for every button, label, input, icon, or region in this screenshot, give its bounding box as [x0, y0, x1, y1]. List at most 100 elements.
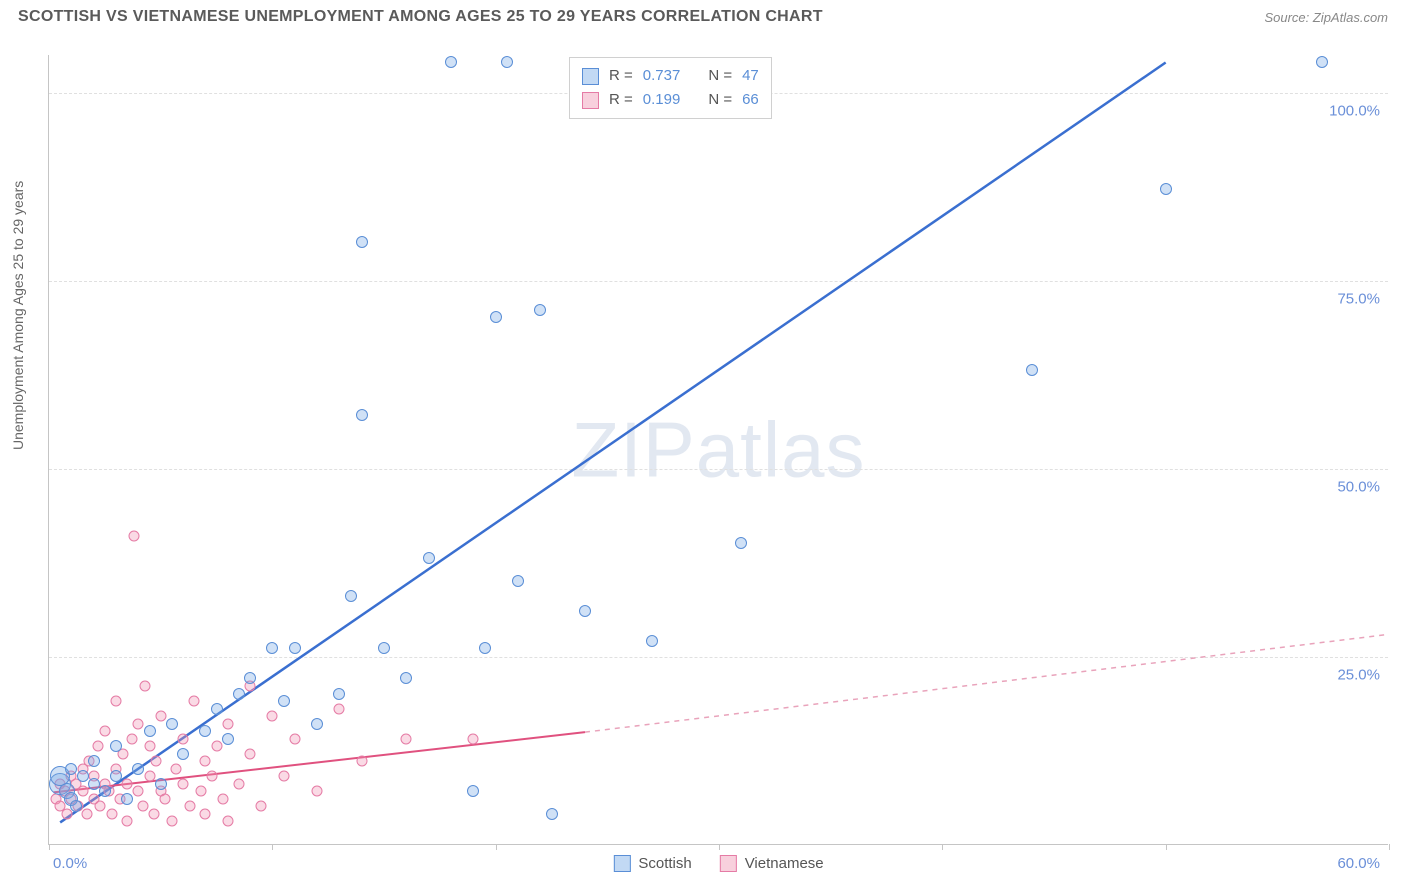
data-point: [400, 672, 412, 684]
data-point: [401, 733, 412, 744]
data-point: [356, 236, 368, 248]
data-point: [333, 688, 345, 700]
legend-label-scottish: Scottish: [638, 855, 691, 872]
data-point: [106, 808, 117, 819]
stat-r-vietnamese: 0.199: [643, 88, 681, 112]
stat-r-scottish: 0.737: [643, 64, 681, 88]
data-point: [256, 801, 267, 812]
data-point: [200, 756, 211, 767]
data-point: [222, 718, 233, 729]
data-point: [110, 740, 122, 752]
y-axis-label: Unemployment Among Ages 25 to 29 years: [10, 181, 26, 450]
data-point: [88, 755, 100, 767]
data-point: [546, 808, 558, 820]
stat-row-vietnamese: R = 0.199 N = 66: [582, 88, 759, 112]
data-point: [177, 748, 189, 760]
stat-r-label: R =: [609, 88, 633, 112]
stat-box: R = 0.737 N = 47 R = 0.199 N = 66: [569, 57, 772, 119]
chart-header: SCOTTISH VS VIETNAMESE UNEMPLOYMENT AMON…: [0, 0, 1406, 30]
data-point: [195, 786, 206, 797]
data-point: [155, 711, 166, 722]
data-point: [189, 696, 200, 707]
data-point: [144, 771, 155, 782]
data-point: [534, 304, 546, 316]
data-point: [211, 741, 222, 752]
data-point: [1316, 56, 1328, 68]
data-point: [111, 696, 122, 707]
data-point: [467, 785, 479, 797]
data-point: [144, 741, 155, 752]
data-point: [178, 778, 189, 789]
data-point: [93, 741, 104, 752]
data-point: [110, 770, 122, 782]
data-point: [88, 778, 100, 790]
data-point: [646, 635, 658, 647]
data-point: [345, 590, 357, 602]
data-point: [278, 771, 289, 782]
x-tick-max: 60.0%: [1337, 855, 1380, 872]
x-tick-mark: [1389, 844, 1390, 850]
legend: Scottish Vietnamese: [613, 855, 823, 872]
data-point: [479, 642, 491, 654]
trend-lines: [49, 55, 1389, 845]
data-point: [222, 816, 233, 827]
data-point: [1160, 183, 1172, 195]
data-point: [211, 703, 223, 715]
data-point: [207, 771, 218, 782]
stat-row-scottish: R = 0.737 N = 47: [582, 64, 759, 88]
data-point: [126, 733, 137, 744]
data-point: [445, 56, 457, 68]
data-point: [99, 726, 110, 737]
data-point: [311, 718, 323, 730]
data-point: [77, 786, 88, 797]
data-point: [233, 688, 245, 700]
swatch-blue-icon: [613, 855, 630, 872]
data-point: [144, 725, 156, 737]
data-point: [121, 793, 133, 805]
data-point: [468, 733, 479, 744]
data-point: [233, 778, 244, 789]
data-point: [423, 552, 435, 564]
data-point: [77, 770, 89, 782]
data-point: [137, 801, 148, 812]
data-point: [245, 748, 256, 759]
data-point: [151, 756, 162, 767]
data-point: [356, 409, 368, 421]
data-point: [140, 681, 151, 692]
data-point: [200, 808, 211, 819]
stat-r-label: R =: [609, 64, 633, 88]
data-point: [199, 725, 211, 737]
data-point: [148, 808, 159, 819]
data-point: [122, 778, 133, 789]
swatch-blue-icon: [582, 68, 599, 85]
data-point: [133, 786, 144, 797]
data-point: [160, 793, 171, 804]
stat-n-label: N =: [708, 64, 732, 88]
legend-item-vietnamese: Vietnamese: [720, 855, 824, 872]
legend-item-scottish: Scottish: [613, 855, 691, 872]
chart-plot-area: ZIPatlas 25.0%50.0%75.0%100.0% 0.0% 60.0…: [48, 55, 1388, 845]
data-point: [312, 786, 323, 797]
data-point: [133, 718, 144, 729]
data-point: [184, 801, 195, 812]
data-point: [512, 575, 524, 587]
data-point: [266, 642, 278, 654]
stat-n-vietnamese: 66: [742, 88, 759, 112]
data-point: [171, 763, 182, 774]
data-point: [579, 605, 591, 617]
chart-title: SCOTTISH VS VIETNAMESE UNEMPLOYMENT AMON…: [18, 8, 823, 26]
data-point: [490, 311, 502, 323]
data-point: [95, 801, 106, 812]
data-point: [122, 816, 133, 827]
data-point: [1026, 364, 1038, 376]
data-point: [289, 733, 300, 744]
chart-source: Source: ZipAtlas.com: [1264, 10, 1388, 25]
data-point: [267, 711, 278, 722]
legend-label-vietnamese: Vietnamese: [745, 855, 824, 872]
data-point: [735, 537, 747, 549]
swatch-pink-icon: [582, 92, 599, 109]
data-point: [70, 800, 82, 812]
data-point: [166, 816, 177, 827]
data-point: [155, 778, 167, 790]
data-point: [378, 642, 390, 654]
